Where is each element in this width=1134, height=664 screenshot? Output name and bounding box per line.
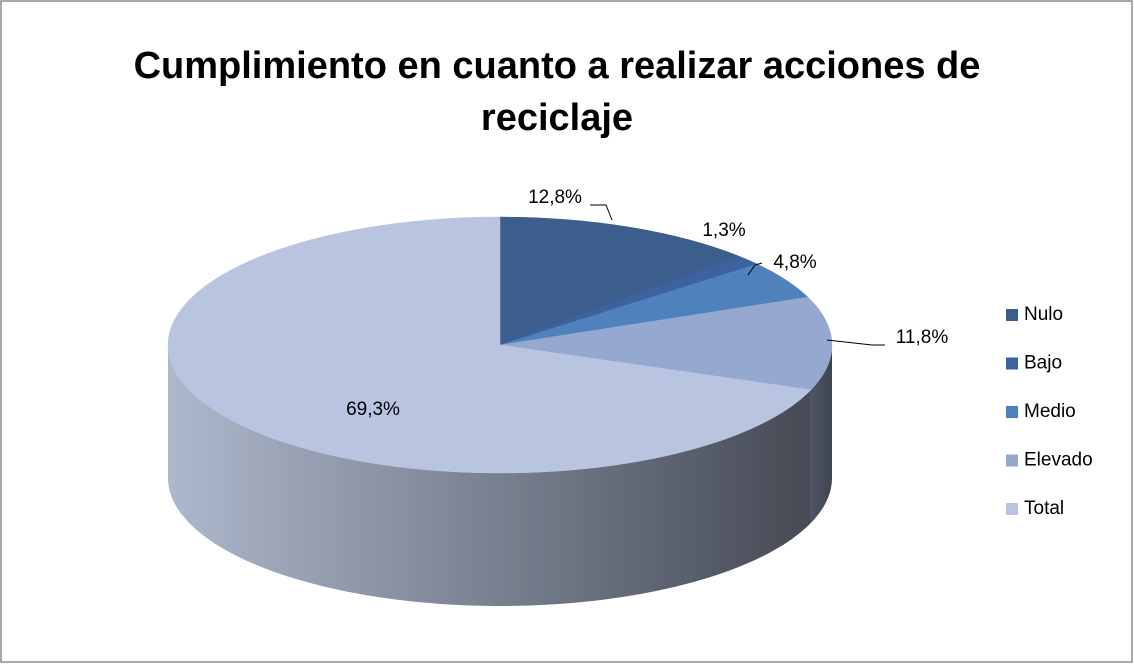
slice	[499, 296, 833, 391]
legend-swatch	[1006, 503, 1018, 515]
data-label: 12,8%	[528, 187, 582, 208]
slice	[167, 216, 812, 474]
chart-title: Cumplimiento en cuanto a realizar accion…	[133, 45, 981, 139]
labels: 12,8% 1,3% 4,8% 11,8% 69,3%	[346, 187, 948, 420]
slice-side	[168, 345, 811, 606]
legend: Nulo Bajo Medio Elevado Total	[1006, 304, 1093, 519]
pie	[167, 216, 833, 606]
legend-swatch	[1006, 357, 1018, 370]
legend-label: Elevado	[1024, 450, 1093, 471]
legend-swatch	[1006, 309, 1018, 321]
legend-label: Bajo	[1024, 353, 1062, 374]
legend-label: Total	[1024, 498, 1064, 519]
legend-label: Nulo	[1024, 304, 1063, 325]
legend-label: Medio	[1024, 401, 1076, 422]
data-label: 4,8%	[773, 252, 816, 273]
legend-swatch	[1006, 406, 1018, 418]
leader-line	[826, 339, 885, 346]
data-label: 11,8%	[896, 327, 949, 348]
leader-line	[747, 262, 763, 276]
slice-side	[810, 345, 832, 523]
legend-swatch	[1006, 454, 1018, 467]
data-label: 69,3%	[346, 399, 400, 420]
leader-line	[590, 204, 613, 221]
slice	[499, 216, 740, 346]
data-label: 1,3%	[702, 220, 745, 241]
